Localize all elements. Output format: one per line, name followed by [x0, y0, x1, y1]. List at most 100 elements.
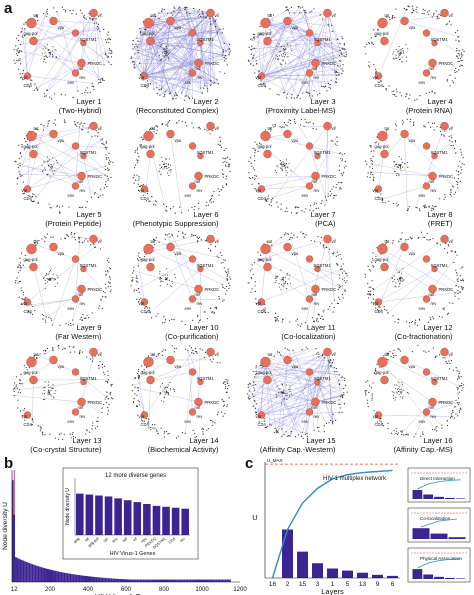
protein-node [17, 399, 19, 401]
protein-node [394, 384, 396, 386]
protein-node [139, 185, 141, 187]
network-layer-3: tat vifgag-polvpuSQSTM1PRKDCnefrevenvvprC… [247, 5, 348, 115]
protein-node [341, 285, 343, 287]
protein-node [224, 387, 226, 390]
protein-node [45, 95, 47, 97]
protein-node [285, 48, 287, 50]
layer-title: Layer 16 [423, 436, 452, 445]
protein-node [337, 296, 340, 298]
protein-node [454, 295, 456, 297]
protein-node [224, 412, 226, 415]
protein-node [253, 33, 255, 35]
interaction-edge [261, 412, 343, 416]
protein-node [383, 306, 385, 308]
interaction-edge [267, 18, 310, 74]
protein-node [373, 372, 376, 374]
gene-bar [77, 574, 79, 582]
protein-node [192, 127, 194, 129]
protein-node [299, 12, 301, 14]
gene-label: rev [197, 414, 204, 419]
protein-node [212, 421, 214, 423]
viral-gene-node [263, 262, 272, 272]
gene-bar [211, 579, 213, 582]
protein-node [133, 182, 135, 184]
protein-node [51, 277, 53, 279]
protein-node [222, 185, 224, 187]
protein-node [288, 163, 290, 165]
viral-gene-node [89, 234, 98, 244]
gene-label: env [302, 419, 310, 424]
gene-bar [191, 579, 193, 582]
protein-node [364, 160, 367, 162]
protein-node [51, 324, 54, 326]
protein-node [79, 352, 81, 354]
protein-node [61, 205, 64, 207]
inset-bar [455, 498, 466, 499]
protein-node [186, 6, 188, 8]
interaction-edge [377, 246, 405, 310]
protein-node [270, 201, 272, 203]
protein-node [255, 365, 257, 367]
protein-node [88, 13, 90, 15]
protein-node [192, 349, 194, 352]
interaction-edge [144, 75, 171, 94]
protein-node [197, 237, 199, 240]
gene-bar [30, 563, 32, 582]
protein-nodes [13, 6, 113, 100]
interaction-edge [432, 401, 460, 403]
protein-node [333, 197, 335, 199]
protein-node [64, 11, 66, 13]
protein-node [197, 314, 199, 316]
interaction-edge [210, 12, 230, 54]
interaction-edge [317, 268, 340, 276]
protein-node [223, 60, 225, 62]
protein-node [255, 403, 257, 405]
protein-node [458, 298, 460, 300]
interaction-edge [19, 381, 84, 390]
protein-node [338, 165, 341, 167]
protein-node [459, 57, 462, 60]
gene-bar [75, 574, 78, 582]
protein-node [170, 12, 172, 14]
protein-node [134, 151, 136, 153]
protein-node [313, 429, 315, 431]
protein-node [401, 431, 403, 433]
viral-gene-node [143, 243, 154, 255]
interaction-edge [144, 21, 216, 77]
protein-node [380, 193, 382, 195]
interaction-edge [19, 174, 82, 177]
protein-node [392, 239, 394, 242]
protein-node [173, 351, 176, 353]
protein-node [457, 387, 460, 389]
viral-gene-node [400, 355, 409, 365]
protein-node [293, 234, 295, 236]
protein-node [198, 236, 201, 238]
gene-bar [164, 579, 166, 582]
interaction-edge [265, 12, 328, 28]
protein-node [81, 351, 84, 353]
protein-node [413, 10, 415, 12]
protein-node [402, 396, 404, 398]
protein-node [166, 284, 168, 286]
protein-node [81, 12, 83, 14]
protein-node [137, 189, 140, 192]
protein-node [44, 161, 46, 163]
protein-node [163, 52, 165, 54]
protein-node [300, 118, 302, 121]
protein-node [395, 88, 398, 90]
legend-label: HIV-1 multiplex network [323, 476, 387, 482]
protein-node [447, 244, 450, 246]
gene-bar [91, 576, 93, 582]
protein-node [198, 322, 200, 324]
protein-node [450, 144, 452, 147]
viral-gene-node [188, 69, 197, 77]
protein-node [278, 94, 280, 96]
protein-node [209, 200, 211, 202]
interaction-edge [164, 12, 211, 95]
protein-node [165, 389, 167, 391]
protein-node [40, 427, 42, 429]
interaction-edge [75, 258, 104, 292]
viral-gene-node [194, 397, 203, 407]
protein-node [389, 18, 391, 21]
protein-node [431, 316, 434, 318]
